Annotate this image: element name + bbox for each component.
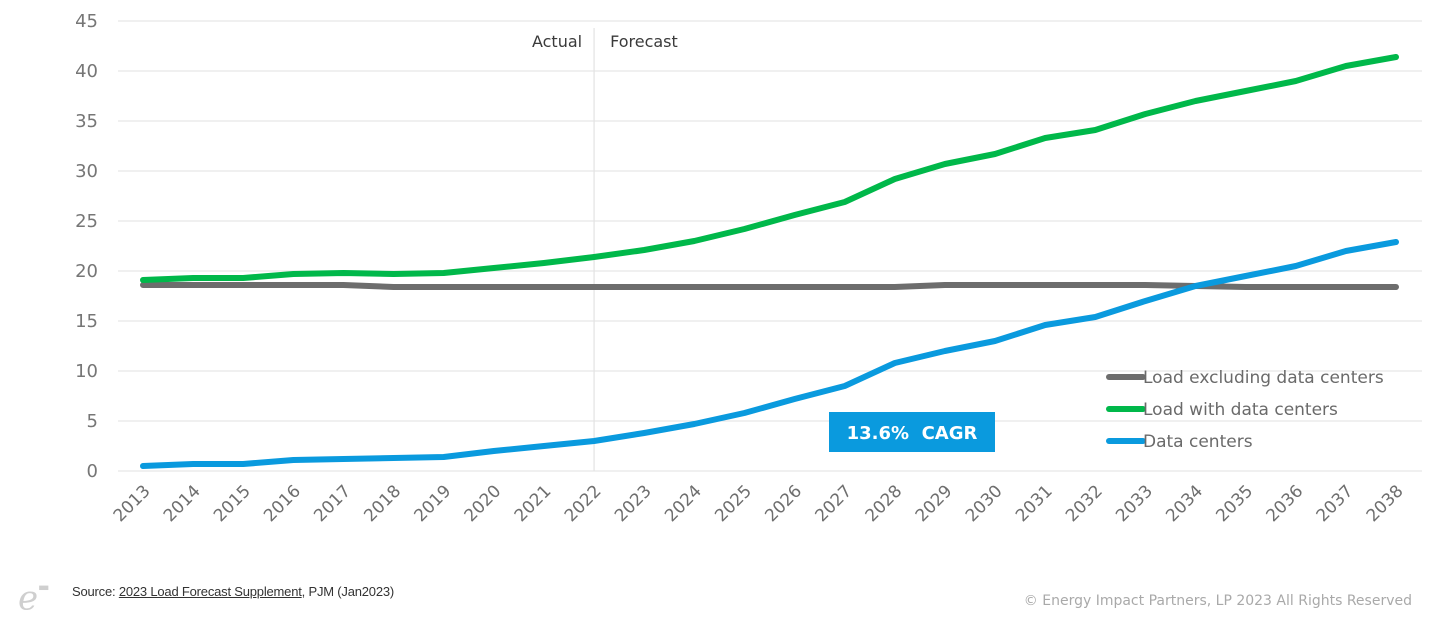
x-tick-label: 2021 bbox=[511, 481, 556, 526]
x-tick-label: 2025 bbox=[711, 481, 756, 526]
legend-label: Data centers bbox=[1143, 432, 1253, 452]
source-link[interactable]: 2023 Load Forecast Supplement bbox=[118, 584, 302, 599]
y-tick-label: 15 bbox=[75, 311, 98, 332]
series-line-data-centers bbox=[140, 239, 1399, 469]
x-tick-label: 2030 bbox=[962, 481, 1007, 526]
x-tick-label: 2017 bbox=[310, 481, 355, 526]
x-tick-label: 2015 bbox=[210, 481, 255, 526]
x-tick-label: 2028 bbox=[862, 481, 907, 526]
legend-label: Load with data centers bbox=[1143, 400, 1338, 420]
y-tick-label: 0 bbox=[87, 461, 98, 482]
source-prefix: Source: bbox=[72, 584, 119, 599]
x-tick-label: 2018 bbox=[360, 481, 405, 526]
source-suffix: , PJM (Jan2023) bbox=[301, 584, 395, 599]
x-tick-label: 2033 bbox=[1112, 481, 1157, 526]
x-tick-label: 2034 bbox=[1162, 481, 1207, 526]
x-tick-label: 2022 bbox=[561, 481, 606, 526]
x-tick-label: 2035 bbox=[1212, 481, 1257, 526]
legend-label: Load excluding data centers bbox=[1143, 368, 1384, 388]
x-tick-label: 2029 bbox=[912, 481, 957, 526]
y-tick-label: 10 bbox=[75, 361, 98, 382]
x-tick-label: 2014 bbox=[160, 481, 205, 526]
x-tick-label: 2031 bbox=[1012, 481, 1057, 526]
copyright-notice: © Energy Impact Partners, LP 2023 All Ri… bbox=[1023, 593, 1412, 609]
x-tick-label: 2037 bbox=[1313, 481, 1358, 526]
y-tick-label: 35 bbox=[75, 111, 98, 132]
cagr-badge-background bbox=[829, 412, 995, 452]
x-tick-label: 2013 bbox=[110, 481, 155, 526]
logo-mark-icon: ▬ bbox=[38, 580, 50, 594]
source-note: Source: 2023 Load Forecast Supplement, P… bbox=[72, 584, 394, 599]
x-tick-label: 2024 bbox=[661, 481, 706, 526]
cagr-badge: 13.6% CAGR bbox=[829, 412, 995, 452]
cagr-label: 13.6% CAGR bbox=[847, 423, 978, 444]
legend: Load excluding data centers Load with dat… bbox=[1106, 368, 1384, 452]
actual-label: Actual bbox=[532, 32, 582, 51]
x-tick-label: 2026 bbox=[761, 481, 806, 526]
x-tick-label: 2036 bbox=[1263, 481, 1308, 526]
x-tick-label: 2032 bbox=[1062, 481, 1107, 526]
x-tick-label: 2019 bbox=[411, 481, 456, 526]
y-tick-label: 40 bbox=[75, 61, 98, 82]
x-tick-label: 2027 bbox=[811, 481, 856, 526]
y-tick-label: 20 bbox=[75, 261, 98, 282]
logo-glyph: e bbox=[18, 578, 39, 619]
series-lines bbox=[140, 54, 1399, 469]
x-tick-label: 2023 bbox=[611, 481, 656, 526]
forecast-label: Forecast bbox=[610, 32, 678, 51]
y-tick-label: 25 bbox=[75, 211, 98, 232]
x-axis-ticks: 2013 2014 2015 2016 2017 2018 2019 2020 2021 2022… bbox=[110, 481, 1408, 526]
y-tick-label: 45 bbox=[75, 11, 98, 32]
y-tick-label: 5 bbox=[87, 411, 98, 432]
series-line-load-with-data-centers bbox=[140, 54, 1399, 283]
x-tick-label: 2016 bbox=[260, 481, 305, 526]
y-tick-label: 30 bbox=[75, 161, 98, 182]
company-logo: e▬ bbox=[18, 578, 50, 615]
x-tick-label: 2038 bbox=[1363, 481, 1408, 526]
y-axis-ticks: 0 5 10 15 20 25 30 35 40 45 bbox=[75, 11, 98, 482]
x-tick-label: 2020 bbox=[461, 481, 506, 526]
